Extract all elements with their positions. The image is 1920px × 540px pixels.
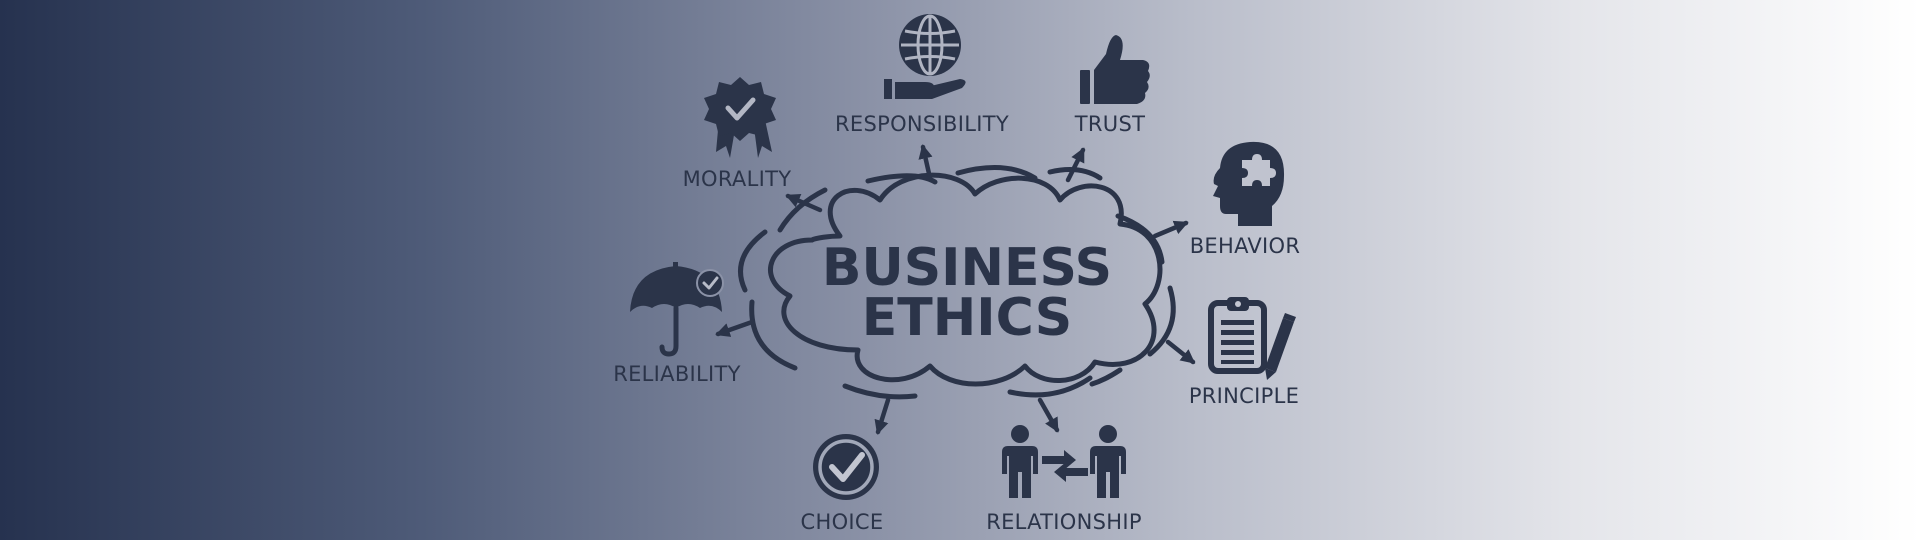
arrow-to-principle: [1165, 339, 1196, 365]
label-responsibility: RESPONSIBILITY: [835, 112, 1009, 136]
node-responsibility: RESPONSIBILITY: [835, 14, 1009, 136]
node-principle: PRINCIPLE: [1189, 297, 1299, 408]
label-behavior: BEHAVIOR: [1190, 234, 1301, 258]
cloud-arc: [1115, 213, 1165, 265]
arrow-to-relationship: [1037, 397, 1060, 433]
arrow-to-choice: [874, 397, 891, 435]
people-exchange-icon: [1002, 425, 1126, 498]
cloud-outline: [768, 172, 1163, 387]
label-reliability: RELIABILITY: [613, 362, 741, 386]
node-reliability: RELIABILITY: [613, 262, 741, 386]
node-trust: TRUST: [1074, 35, 1150, 136]
arrow-to-morality: [785, 193, 823, 213]
node-choice: CHOICE: [801, 434, 884, 534]
central-cloud: BUSINESS ETHICS: [738, 165, 1176, 400]
label-morality: MORALITY: [683, 167, 792, 191]
cloud-arc: [1089, 367, 1123, 387]
cloud-arc: [1007, 375, 1093, 398]
node-behavior: BEHAVIOR: [1190, 141, 1301, 258]
arrow-to-reliability: [715, 319, 755, 337]
arrow-to-behavior: [1152, 220, 1189, 239]
label-relationship: RELATIONSHIP: [986, 510, 1142, 534]
thumbs-up-icon: [1080, 35, 1150, 104]
label-choice: CHOICE: [801, 510, 884, 534]
cloud-arc: [1047, 167, 1103, 181]
cloud-arc: [842, 383, 918, 400]
cloud-arc: [1147, 285, 1176, 357]
cloud-arc: [777, 187, 828, 233]
center-title-line1: BUSINESS: [822, 238, 1112, 298]
award-ribbon-icon: [704, 77, 776, 158]
head-puzzle-icon: [1213, 141, 1285, 226]
label-trust: TRUST: [1074, 112, 1145, 136]
node-morality: MORALITY: [683, 77, 792, 191]
cloud-arc: [749, 299, 798, 371]
check-circle-icon: [813, 434, 879, 500]
node-relationship: RELATIONSHIP: [986, 425, 1142, 534]
clipboard-pencil-icon: [1208, 297, 1296, 380]
cloud-arc: [865, 173, 938, 185]
cloud-arc: [955, 165, 1038, 181]
arrow-to-trust: [1065, 147, 1086, 183]
umbrella-check-icon: [630, 262, 724, 357]
globe-in-hand-icon: [884, 14, 966, 99]
center-title-line2: ETHICS: [862, 288, 1072, 348]
cloud-arc: [738, 229, 768, 293]
label-principle: PRINCIPLE: [1189, 384, 1299, 408]
arrow-to-responsibility: [918, 144, 933, 181]
connector-arrows: [715, 144, 1196, 435]
